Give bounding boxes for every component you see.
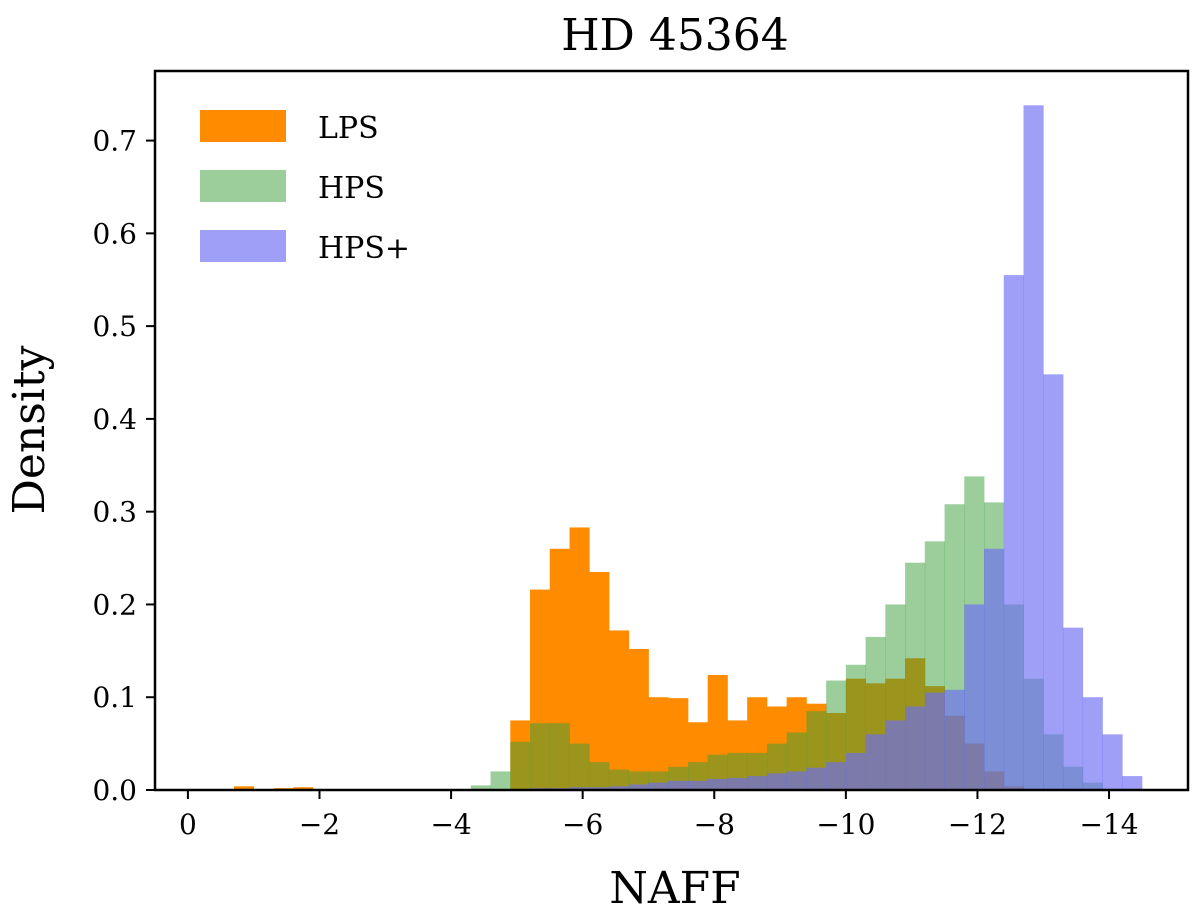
histogram-bar <box>1082 697 1103 790</box>
histogram-bar <box>1003 275 1024 790</box>
histogram-bar <box>470 785 491 790</box>
histogram-bar <box>293 787 314 790</box>
legend-swatch <box>200 110 286 142</box>
histogram-bar <box>747 776 768 790</box>
x-tick-label: −2 <box>299 808 340 841</box>
histogram-bar <box>984 548 1005 790</box>
histogram-bar <box>885 720 906 790</box>
histogram-bar <box>687 780 709 790</box>
histogram-bar <box>668 780 689 790</box>
histogram-bar <box>608 769 630 790</box>
x-tick-label: −12 <box>948 808 1007 841</box>
histogram-bar <box>648 697 669 790</box>
y-tick-label: 0.1 <box>92 681 137 714</box>
histogram-bar <box>766 773 788 790</box>
histogram-bar <box>628 784 649 790</box>
histogram-bar <box>845 752 866 790</box>
histogram-bar <box>510 741 531 790</box>
histogram-bar <box>490 771 511 790</box>
plot-frame <box>153 69 1190 792</box>
y-tick-label: 0.3 <box>92 496 137 529</box>
histogram-bar <box>826 762 847 790</box>
histogram-bar <box>233 786 255 790</box>
series-hps-plus <box>530 105 1143 790</box>
x-tick-label: −4 <box>430 808 471 841</box>
x-tick-label: −8 <box>694 808 735 841</box>
x-tick-label: 0 <box>179 808 197 841</box>
histogram-bar <box>589 571 610 790</box>
histogram-bar <box>549 723 570 790</box>
y-tick-label: 0.0 <box>92 774 137 807</box>
histogram-bar <box>628 648 649 790</box>
histogram-bar <box>1043 374 1064 790</box>
histogram-bar <box>648 782 669 790</box>
y-axis-label: Density <box>4 345 55 514</box>
legend-swatch <box>200 230 286 262</box>
legend-label: LPS <box>318 111 379 146</box>
legend: LPS HPS HPS+ <box>200 110 410 266</box>
histogram-bar <box>786 771 807 790</box>
histogram-bar <box>608 630 630 790</box>
histogram-bar <box>1023 105 1044 790</box>
y-tick-label: 0.4 <box>92 403 137 436</box>
y-tick-label: 0.6 <box>92 217 137 250</box>
x-tick-label: −14 <box>1079 808 1138 841</box>
histogram-bar <box>727 777 748 790</box>
x-axis: 0 −2 −4 −6 −8 −10 −12 −14 <box>179 790 1139 841</box>
histogram-bar <box>944 689 965 790</box>
histogram-bar <box>865 734 886 790</box>
histogram-bar <box>589 787 610 790</box>
histogram-bar <box>806 767 827 790</box>
histogram-bar <box>1122 776 1143 790</box>
histogram-bar <box>1062 627 1084 790</box>
legend-label: HPS+ <box>318 231 410 266</box>
legend-swatch <box>200 170 286 202</box>
y-tick-label: 0.2 <box>92 588 137 621</box>
histogram-bar <box>1102 734 1123 790</box>
y-tick-label: 0.7 <box>92 125 137 158</box>
x-axis-label: NAFF <box>609 863 740 913</box>
histogram-bar <box>530 723 551 790</box>
histogram-bar <box>707 778 728 790</box>
y-axis: 0.0 0.1 0.2 0.3 0.4 0.5 0.6 0.7 <box>92 125 155 807</box>
histogram-bar <box>569 527 590 790</box>
histogram-bar <box>964 604 985 790</box>
x-tick-label: −10 <box>816 808 875 841</box>
legend-label: HPS <box>318 171 385 206</box>
x-tick-label: −6 <box>562 808 603 841</box>
histogram-bar <box>905 706 926 790</box>
y-tick-label: 0.5 <box>92 310 137 343</box>
chart-title: HD 45364 <box>561 10 789 61</box>
histogram-bar <box>924 692 945 790</box>
histogram-bar <box>569 787 590 790</box>
histogram-bar <box>589 762 610 790</box>
plot-area <box>233 105 1143 790</box>
histogram-bar <box>608 786 630 790</box>
histogram-bar <box>569 743 590 790</box>
